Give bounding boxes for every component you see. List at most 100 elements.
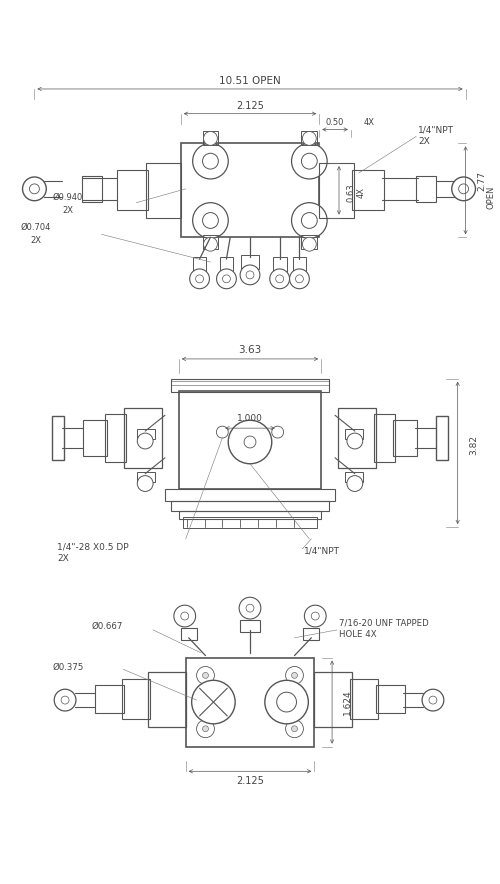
Circle shape xyxy=(302,237,316,251)
Circle shape xyxy=(196,667,214,684)
Bar xyxy=(345,429,362,439)
Circle shape xyxy=(302,153,317,169)
Circle shape xyxy=(458,184,468,194)
Text: 1.624: 1.624 xyxy=(344,690,352,715)
Bar xyxy=(52,416,64,460)
Text: 2X: 2X xyxy=(57,554,69,563)
Bar xyxy=(171,378,329,392)
Text: HOLE 4X: HOLE 4X xyxy=(339,630,376,639)
Circle shape xyxy=(138,476,153,492)
Text: 3.63: 3.63 xyxy=(238,345,262,355)
Bar xyxy=(350,679,378,719)
Text: 1.000: 1.000 xyxy=(237,414,263,423)
Bar xyxy=(104,415,126,461)
Circle shape xyxy=(192,202,228,239)
Bar xyxy=(302,235,317,249)
Circle shape xyxy=(422,690,444,711)
Bar xyxy=(179,511,321,519)
Circle shape xyxy=(192,143,228,179)
Bar xyxy=(202,132,218,145)
Text: 2X: 2X xyxy=(30,236,42,245)
Text: OPEN: OPEN xyxy=(487,186,496,210)
Bar xyxy=(240,620,260,632)
Bar xyxy=(116,170,148,210)
Bar xyxy=(165,490,335,501)
Text: 2X: 2X xyxy=(62,206,73,215)
Circle shape xyxy=(286,667,304,684)
Text: 1/4"-28 X0.5 DP: 1/4"-28 X0.5 DP xyxy=(57,542,129,552)
Bar xyxy=(394,420,417,456)
Bar xyxy=(192,257,206,273)
Text: 4X: 4X xyxy=(363,118,374,127)
Text: Ø0.667: Ø0.667 xyxy=(92,621,123,630)
Bar xyxy=(138,429,155,439)
Bar xyxy=(319,164,354,217)
Bar xyxy=(345,472,362,482)
Bar xyxy=(220,257,234,273)
Bar xyxy=(138,472,155,482)
Circle shape xyxy=(452,177,475,201)
Circle shape xyxy=(239,598,261,619)
Text: 2.125: 2.125 xyxy=(236,776,264,786)
Circle shape xyxy=(204,237,218,251)
Circle shape xyxy=(265,681,308,724)
Text: 2.125: 2.125 xyxy=(236,101,264,110)
Bar xyxy=(179,391,321,490)
Circle shape xyxy=(216,426,228,438)
Circle shape xyxy=(304,606,326,627)
Circle shape xyxy=(22,177,46,201)
Circle shape xyxy=(216,269,236,289)
Circle shape xyxy=(202,673,208,678)
Bar xyxy=(181,628,196,640)
Text: 1/4"NPT: 1/4"NPT xyxy=(304,546,340,555)
Circle shape xyxy=(202,153,218,169)
Text: 3.82: 3.82 xyxy=(469,435,478,455)
Circle shape xyxy=(202,726,208,732)
Circle shape xyxy=(296,275,304,283)
Circle shape xyxy=(276,275,283,283)
Bar xyxy=(376,685,406,713)
Text: 4X: 4X xyxy=(356,187,366,198)
Circle shape xyxy=(286,720,304,737)
Circle shape xyxy=(202,212,218,228)
Bar xyxy=(416,176,436,202)
Text: 0.50: 0.50 xyxy=(326,118,344,127)
Circle shape xyxy=(290,269,310,289)
Circle shape xyxy=(240,265,260,285)
Circle shape xyxy=(196,275,203,283)
Bar xyxy=(146,164,181,217)
Circle shape xyxy=(244,436,256,448)
Text: 2X: 2X xyxy=(418,137,430,146)
Circle shape xyxy=(204,132,218,145)
Bar xyxy=(304,628,319,640)
Circle shape xyxy=(347,433,362,449)
Bar xyxy=(374,415,396,461)
Circle shape xyxy=(292,143,327,179)
Circle shape xyxy=(270,269,289,289)
Bar xyxy=(338,408,376,468)
Bar xyxy=(241,255,259,269)
Bar xyxy=(292,257,306,273)
Circle shape xyxy=(246,604,254,612)
Circle shape xyxy=(30,184,40,194)
Bar xyxy=(82,176,102,202)
Circle shape xyxy=(138,433,153,449)
Circle shape xyxy=(302,212,317,228)
Circle shape xyxy=(292,673,298,678)
Bar xyxy=(272,257,286,273)
Circle shape xyxy=(228,420,272,464)
Circle shape xyxy=(292,726,298,732)
Bar xyxy=(94,685,124,713)
Bar xyxy=(202,235,218,249)
Text: Ø0.375: Ø0.375 xyxy=(52,663,84,672)
Circle shape xyxy=(181,612,188,620)
Circle shape xyxy=(276,692,296,712)
Bar xyxy=(148,673,186,727)
Circle shape xyxy=(292,202,327,239)
Text: 2.77: 2.77 xyxy=(477,171,486,191)
Bar xyxy=(314,673,352,727)
Text: Ø0.940: Ø0.940 xyxy=(52,194,82,202)
Bar xyxy=(124,408,162,468)
Circle shape xyxy=(429,696,437,704)
Bar xyxy=(83,420,106,456)
